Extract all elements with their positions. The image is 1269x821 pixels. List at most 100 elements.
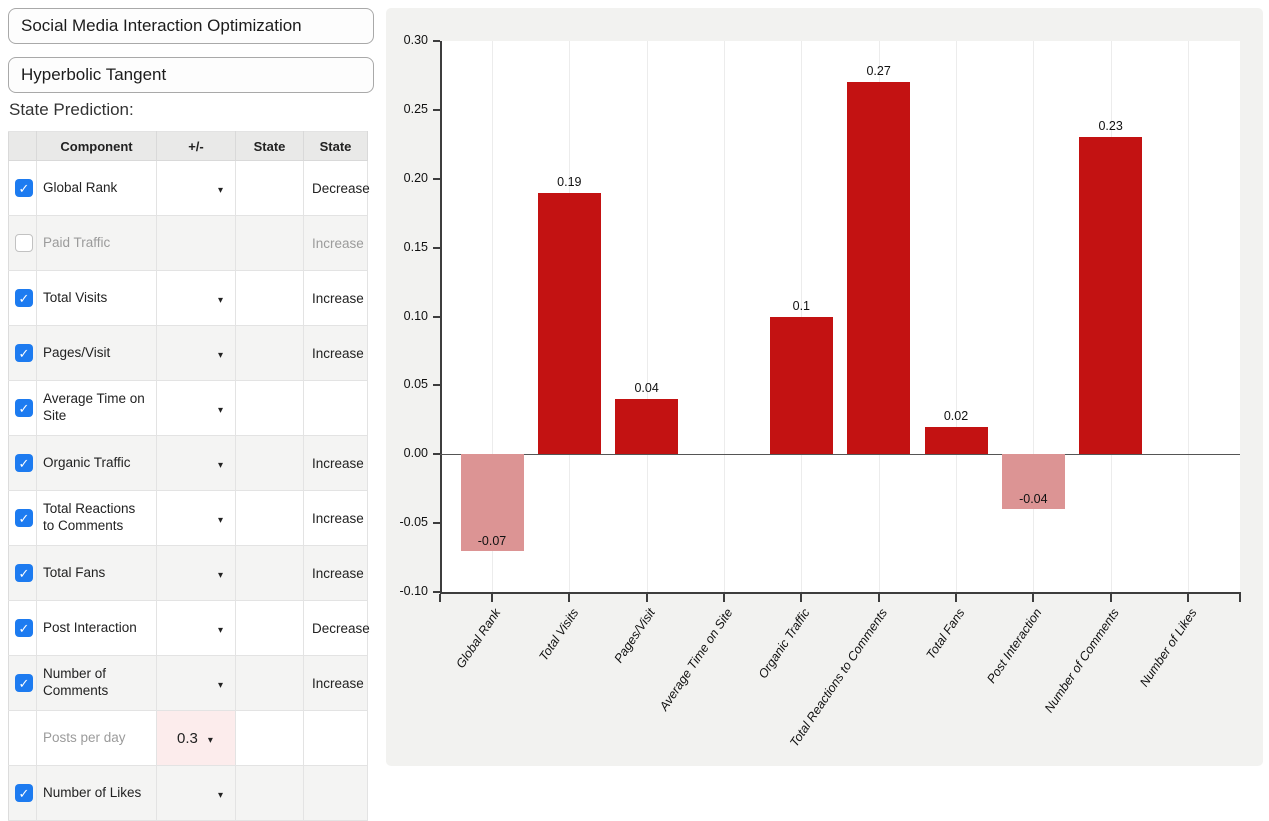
component-label: Total Visits	[36, 270, 157, 326]
dropdown-caret-icon[interactable]: ▾	[217, 514, 223, 526]
plus-minus-dropdown-cell[interactable]: ▾	[156, 270, 236, 326]
state-cell-current	[235, 215, 304, 271]
dropdown-caret-icon[interactable]: ▾	[217, 349, 223, 361]
checked-checkbox[interactable]: ✓	[15, 399, 33, 417]
state-cell-predicted: Increase	[303, 325, 368, 381]
x-tick-mark	[568, 594, 571, 602]
plus-minus-dropdown-cell[interactable]: ▾	[156, 325, 236, 381]
dropdown-caret-icon[interactable]: ▾	[217, 569, 223, 581]
check-icon: ✓	[18, 345, 30, 361]
component-label: Average Time on Site	[36, 380, 157, 436]
dropdown-caret-icon[interactable]: ▾	[217, 679, 223, 691]
x-tick-mark	[1187, 594, 1189, 602]
y-tick-label: -0.05	[399, 515, 429, 530]
x-tick-mark	[800, 594, 803, 602]
x-axis-label: Number of Comments	[1042, 606, 1123, 716]
component-label: Total Fans	[36, 545, 157, 601]
plus-minus-dropdown-cell[interactable]: ▾	[156, 545, 236, 601]
state-cell-predicted	[303, 380, 368, 436]
component-label: Paid Traffic	[36, 215, 157, 271]
column-header	[8, 131, 37, 161]
state-cell-predicted: Increase	[303, 490, 368, 546]
checked-checkbox[interactable]: ✓	[15, 674, 33, 692]
table-row: ✓ Average Time on Site ▾	[8, 380, 368, 436]
y-tick-label: 0.00	[403, 446, 428, 461]
checked-checkbox[interactable]: ✓	[15, 344, 33, 362]
component-label: Number of Comments	[36, 655, 157, 711]
bar-pages-visit	[615, 399, 679, 455]
component-label: Pages/Visit	[36, 325, 157, 381]
y-tick-mark	[433, 108, 440, 111]
plus-minus-dropdown-cell[interactable]: ▾	[156, 655, 236, 711]
checkbox-cell: ✓	[8, 655, 37, 711]
x-tick-mark	[491, 594, 493, 602]
bar-value-label: 0.04	[634, 381, 659, 396]
table-row: ✓ Number of Comments ▾ Increase	[8, 655, 368, 711]
state-cell-current	[235, 545, 304, 601]
bar-value-label: 0.1	[792, 298, 811, 313]
dropdown-caret-icon[interactable]: ▾	[217, 404, 223, 416]
state-cell-current	[235, 490, 304, 546]
component-label: Organic Traffic	[36, 435, 157, 491]
state-cell-current	[235, 600, 304, 656]
state-cell-current	[235, 380, 304, 436]
bar-value-label: -0.07	[477, 533, 507, 548]
state-cell-predicted: Increase	[303, 545, 368, 601]
table-row: Paid Traffic Increase	[8, 215, 368, 271]
checkbox-cell: ✓	[8, 600, 37, 656]
column-header: State	[303, 131, 368, 161]
checkbox-cell: ✓	[8, 545, 37, 601]
table-row: ✓ Post Interaction ▾ Decrease	[8, 600, 370, 656]
plus-minus-dropdown-cell[interactable]: ▾	[156, 600, 236, 656]
y-tick-mark	[433, 522, 440, 525]
checked-checkbox[interactable]: ✓	[15, 509, 33, 527]
checkbox-cell: ✓	[8, 380, 37, 436]
dropdown-caret-icon[interactable]: ▾	[207, 734, 213, 746]
objective-input[interactable]	[8, 8, 374, 44]
dropdown-caret-icon[interactable]: ▾	[217, 789, 223, 801]
checkbox-cell: ✓	[8, 435, 37, 491]
dropdown-caret-icon[interactable]: ▾	[217, 459, 223, 471]
dropdown-caret-icon[interactable]: ▾	[217, 184, 223, 196]
table-row: ✓ Total Fans ▾ Increase	[8, 545, 368, 601]
table-row: ✓ Pages/Visit ▾ Increase	[8, 325, 368, 381]
chart-y-axis	[440, 41, 442, 594]
bar-value-label: -0.04	[1019, 492, 1048, 507]
checked-checkbox[interactable]: ✓	[15, 289, 33, 307]
dropdown-caret-icon[interactable]: ▾	[217, 624, 223, 636]
state-cell-predicted: Increase	[303, 215, 368, 271]
bar-value-label: 0.27	[866, 64, 891, 79]
gridline	[1033, 41, 1035, 592]
column-header: +/-	[156, 131, 236, 161]
plus-minus-dropdown-cell[interactable]: ▾	[156, 160, 236, 216]
component-label: Global Rank	[36, 160, 157, 216]
state-prediction-title: State Prediction:	[9, 100, 134, 119]
state-cell-current	[235, 160, 304, 216]
state-cell-current	[235, 325, 304, 381]
checked-checkbox[interactable]: ✓	[15, 619, 33, 637]
component-label: Post Interaction	[36, 600, 157, 656]
x-tick-mark	[1032, 594, 1035, 602]
plus-minus-dropdown-cell[interactable]: 0.3 ▾	[156, 710, 236, 766]
checked-checkbox[interactable]: ✓	[15, 564, 33, 582]
state-cell-current	[235, 270, 304, 326]
plus-minus-dropdown-cell[interactable]: ▾	[156, 435, 236, 491]
checkbox-cell: ✓	[8, 325, 37, 381]
state-cell-current	[235, 655, 304, 711]
column-header: State	[235, 131, 304, 161]
plus-minus-dropdown-cell[interactable]: ▾	[156, 490, 236, 546]
check-icon: ✓	[18, 675, 30, 691]
x-tick-mark	[1109, 594, 1112, 602]
checked-checkbox[interactable]: ✓	[15, 179, 33, 197]
component-label: Total Reactions to Comments	[36, 490, 157, 546]
table-row: ✓ Global Rank ▾ Decrease	[8, 160, 370, 216]
activation-function-input[interactable]	[8, 57, 374, 93]
x-axis-label: Total Fans	[923, 606, 968, 662]
bar-total-visits	[537, 192, 601, 455]
checked-checkbox[interactable]: ✓	[15, 454, 33, 472]
unchecked-checkbox[interactable]	[15, 234, 33, 252]
checked-checkbox[interactable]: ✓	[15, 784, 33, 802]
dropdown-value: 0.3	[177, 729, 198, 747]
plus-minus-dropdown-cell[interactable]: ▾	[156, 380, 236, 436]
dropdown-caret-icon[interactable]: ▾	[217, 294, 223, 306]
